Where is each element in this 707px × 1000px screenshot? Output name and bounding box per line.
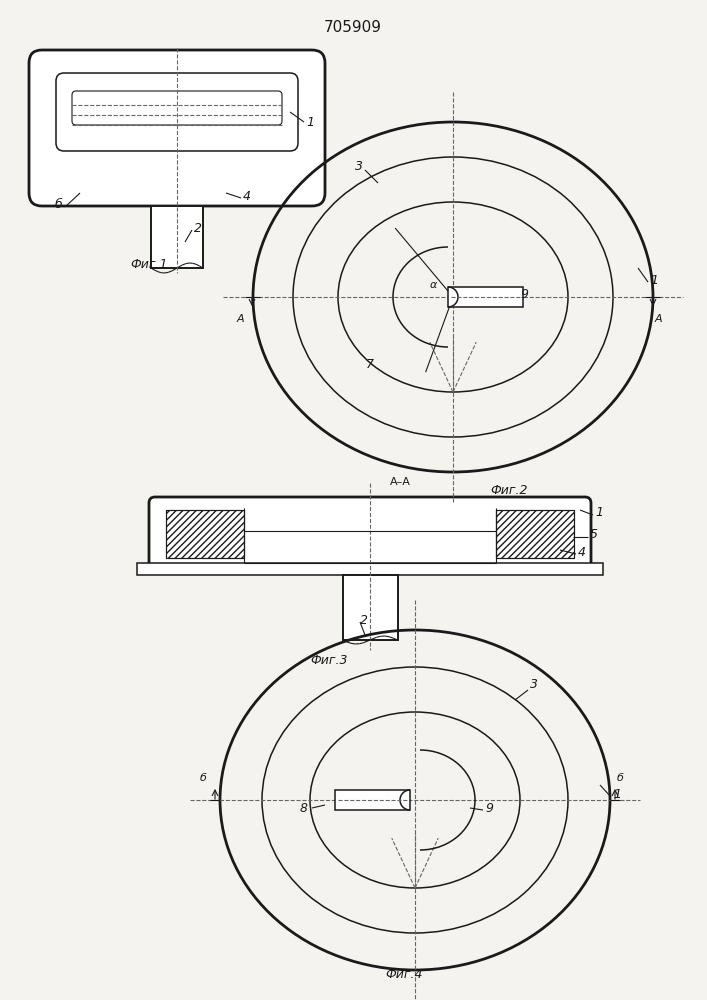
Bar bbox=[342, 575, 397, 640]
Text: б: б bbox=[200, 773, 207, 783]
Text: 705909: 705909 bbox=[324, 20, 382, 35]
Bar bbox=[448, 287, 523, 307]
Text: 4: 4 bbox=[578, 546, 586, 558]
Text: 2: 2 bbox=[194, 222, 202, 234]
Text: 7: 7 bbox=[366, 359, 374, 371]
Text: б: б bbox=[55, 198, 63, 212]
Bar bbox=[335, 790, 410, 810]
Bar bbox=[137, 563, 603, 575]
Text: Фиг.2: Фиг.2 bbox=[490, 484, 527, 496]
Text: A: A bbox=[655, 314, 662, 324]
Text: A–A: A–A bbox=[390, 477, 411, 487]
FancyBboxPatch shape bbox=[72, 91, 282, 125]
Text: 3: 3 bbox=[355, 160, 363, 174]
Text: 2: 2 bbox=[360, 613, 368, 626]
Text: 8: 8 bbox=[300, 802, 308, 814]
FancyBboxPatch shape bbox=[56, 73, 298, 151]
Bar bbox=[166, 510, 244, 558]
Text: 3: 3 bbox=[530, 678, 538, 692]
Text: Фиг.4: Фиг.4 bbox=[385, 968, 423, 982]
Text: 1: 1 bbox=[306, 115, 314, 128]
Text: б: б bbox=[617, 773, 624, 783]
FancyBboxPatch shape bbox=[149, 497, 591, 571]
FancyBboxPatch shape bbox=[29, 50, 325, 206]
Text: 5: 5 bbox=[590, 528, 598, 542]
Text: 9: 9 bbox=[520, 288, 528, 302]
Bar bbox=[496, 510, 574, 558]
Text: 1: 1 bbox=[650, 273, 658, 286]
Bar bbox=[496, 510, 574, 558]
Bar bbox=[151, 206, 203, 268]
Text: 9: 9 bbox=[485, 802, 493, 814]
Text: 4: 4 bbox=[243, 190, 251, 202]
Text: 1: 1 bbox=[595, 506, 603, 520]
Bar bbox=[166, 510, 244, 558]
Text: α: α bbox=[430, 280, 438, 290]
Text: Фиг.1: Фиг.1 bbox=[130, 258, 168, 271]
Text: A: A bbox=[237, 314, 245, 324]
Text: 1: 1 bbox=[613, 788, 621, 802]
Text: Фиг.3: Фиг.3 bbox=[310, 654, 348, 666]
